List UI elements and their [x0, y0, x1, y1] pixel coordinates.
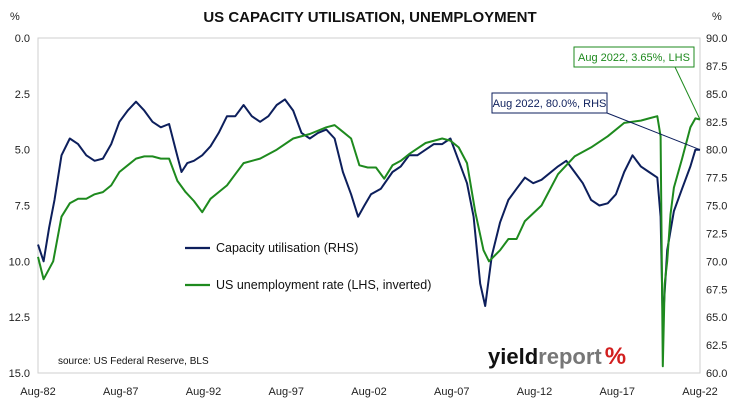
- x-axis: Aug-82 Aug-87 Aug-92 Aug-97 Aug-02 Aug-07 Aug-…: [20, 386, 717, 398]
- right-tick-label: 85.0: [706, 89, 727, 101]
- logo-part3: %: [605, 343, 626, 370]
- annotation-label: Aug 2022, 80.0%, RHS: [493, 98, 607, 110]
- x-tick-label: Aug-17: [600, 386, 635, 398]
- x-tick-label: Aug-07: [434, 386, 469, 398]
- logo-part1: yield: [488, 344, 538, 369]
- capacity-utilisation-line: [37, 98, 700, 324]
- x-tick-label: Aug-02: [351, 386, 386, 398]
- annotation-leader: [674, 66, 701, 120]
- annotation-box: [573, 46, 695, 68]
- annotation-leader: [606, 112, 701, 151]
- x-tick-label: Aug-82: [20, 386, 55, 398]
- x-tick-label: Aug-92: [186, 386, 221, 398]
- legend: Capacity utilisation (RHS) US unemploymen…: [185, 241, 431, 292]
- yieldreport-logo: yieldreport%: [488, 343, 626, 370]
- annotations: Aug 2022, 80.0%, RHS Aug 2022, 3.65%, LHS: [491, 46, 701, 151]
- x-tick-label: Aug-87: [103, 386, 138, 398]
- right-tick-label: 80.0: [706, 145, 727, 157]
- right-axis-unit: %: [712, 11, 722, 23]
- x-tick-label: Aug-97: [269, 386, 304, 398]
- x-tick-label: Aug-22: [682, 386, 717, 398]
- annotation-label: Aug 2022, 3.65%, LHS: [578, 52, 690, 64]
- series-layer: [37, 98, 701, 368]
- left-tick-label: 10.0: [9, 256, 30, 268]
- x-tick-label: Aug-12: [517, 386, 552, 398]
- legend-label: Capacity utilisation (RHS): [216, 241, 358, 255]
- left-tick-label: 2.5: [15, 89, 30, 101]
- annotation-box: [491, 92, 608, 114]
- left-tick-label: 0.0: [15, 33, 30, 45]
- left-axis: 0.0 2.5 5.0 7.5 10.0 12.5 15.0: [9, 33, 30, 380]
- left-tick-label: 12.5: [9, 312, 30, 324]
- right-axis: 60.0 62.5 65.0 67.5 70.0 72.5 75.0 77.5 80.0 82.5…: [706, 33, 727, 380]
- right-tick-label: 87.5: [706, 61, 727, 73]
- legend-label: US unemployment rate (LHS, inverted): [216, 278, 431, 292]
- right-tick-label: 70.0: [706, 256, 727, 268]
- left-tick-label: 15.0: [9, 368, 30, 380]
- right-tick-label: 90.0: [706, 33, 727, 45]
- left-tick-label: 5.0: [15, 145, 30, 157]
- left-tick-label: 7.5: [15, 201, 30, 213]
- unemployment-rate-line: [37, 115, 701, 368]
- right-tick-label: 62.5: [706, 340, 727, 352]
- right-tick-label: 82.5: [706, 117, 727, 129]
- right-tick-label: 75.0: [706, 201, 727, 213]
- plot-area: [37, 37, 701, 374]
- chart-title: US CAPACITY UTILISATION, UNEMPLOYMENT: [203, 9, 536, 26]
- right-tick-label: 67.5: [706, 284, 727, 296]
- source-note: source: US Federal Reserve, BLS: [58, 356, 209, 367]
- right-tick-label: 60.0: [706, 368, 727, 380]
- right-tick-label: 65.0: [706, 312, 727, 324]
- right-tick-label: 77.5: [706, 173, 727, 185]
- logo-part2: report: [538, 344, 602, 369]
- right-tick-label: 72.5: [706, 228, 727, 240]
- left-axis-unit: %: [10, 11, 20, 23]
